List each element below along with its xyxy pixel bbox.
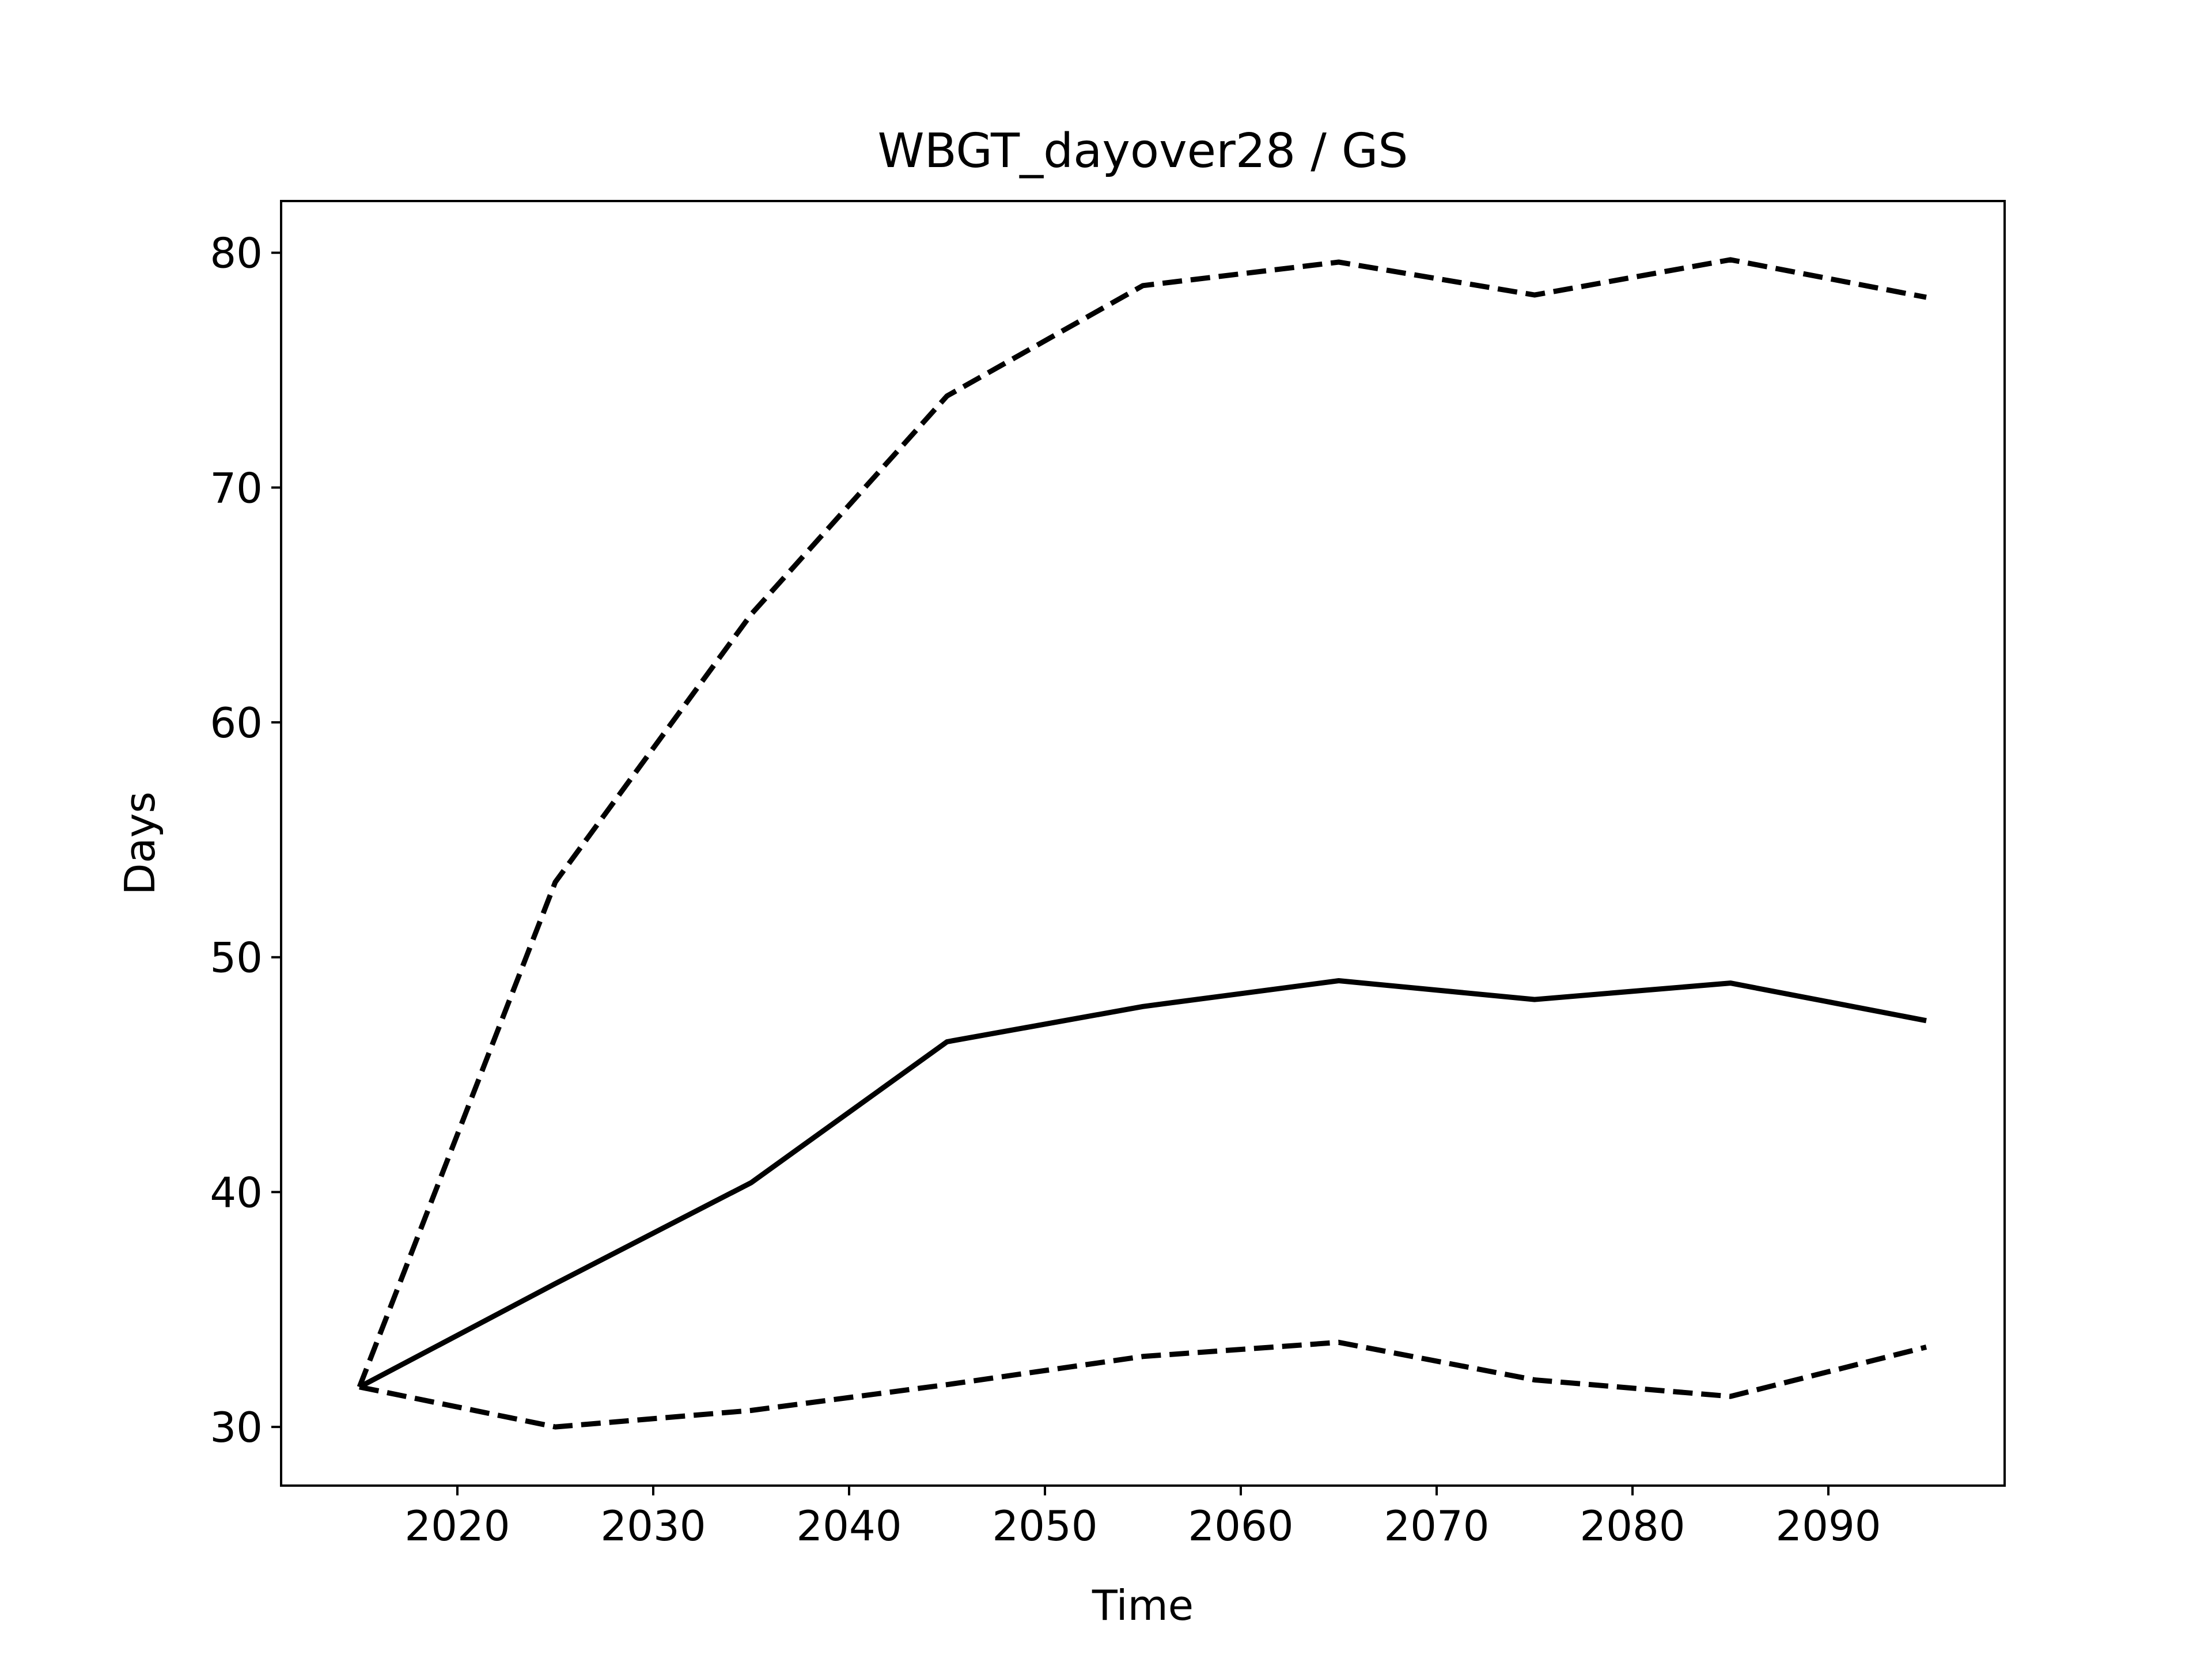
x-tick-label: 2050 [992, 1502, 1097, 1550]
plot-frame [280, 200, 2006, 1487]
series-line-2 [357, 257, 1927, 1388]
x-tick-label: 2030 [600, 1502, 706, 1550]
y-tick-label: 30 [210, 1403, 263, 1452]
x-tick-label: 2090 [1775, 1502, 1881, 1550]
x-tick-label: 2040 [796, 1502, 902, 1550]
series-line-1 [358, 978, 1927, 1389]
x-tick-label: 2070 [1384, 1502, 1489, 1550]
y-axis-label: Days [116, 791, 164, 895]
x-axis: 2020 2030 2040 2050 2060 2070 2080 2090 [404, 1486, 1881, 1550]
y-tick-label: 60 [210, 699, 263, 747]
chart-title: WBGT_dayover28 / GS [878, 124, 1408, 179]
series-layer [357, 257, 1927, 1430]
y-tick-label: 80 [210, 229, 263, 278]
x-tick-label: 2020 [404, 1502, 510, 1550]
x-tick-label: 2060 [1188, 1502, 1293, 1550]
x-tick-label: 2080 [1580, 1502, 1685, 1550]
y-tick-label: 70 [210, 464, 263, 512]
x-axis-label: Time [1092, 1581, 1194, 1630]
y-tick-label: 50 [210, 934, 263, 982]
y-tick-label: 40 [210, 1168, 263, 1217]
series-line-3 [359, 1339, 1927, 1430]
y-axis: 30 40 50 60 70 80 [210, 229, 281, 1452]
